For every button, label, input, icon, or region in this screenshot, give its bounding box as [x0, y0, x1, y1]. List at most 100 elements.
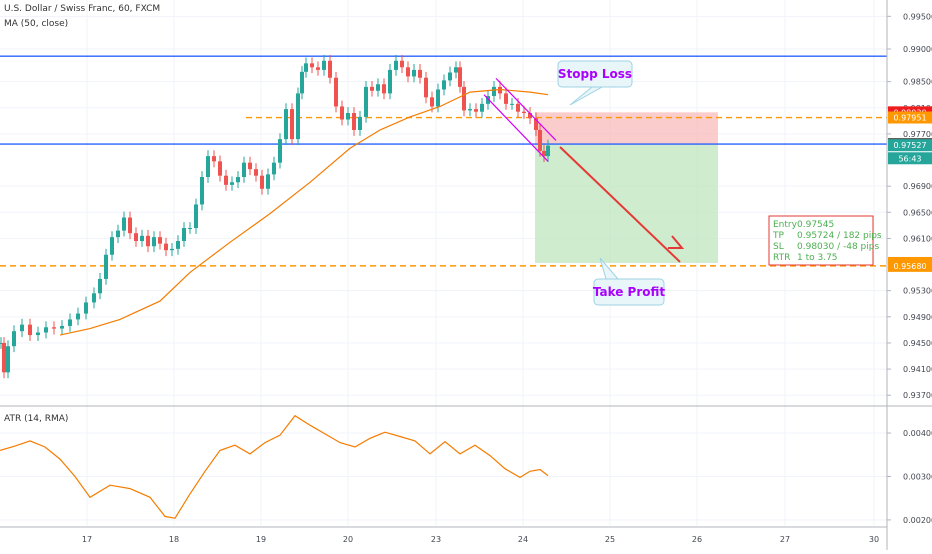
price-badge-label-6: 0.95680 — [893, 262, 926, 271]
time-tick-label-3: 20 — [343, 535, 353, 544]
info-rtr-value: 1 to 3.75 — [797, 253, 838, 263]
candle-body-36 — [230, 182, 234, 185]
time-tick-label-0: 17 — [82, 535, 92, 544]
candle-body-38 — [242, 162, 246, 178]
callouts: Stopp Loss Take Profit — [557, 60, 666, 306]
candle-body-66 — [406, 67, 410, 77]
candle-body-76 — [462, 86, 466, 111]
candle-body-85 — [516, 103, 520, 112]
candle-body-41 — [260, 175, 264, 189]
chart-title: U.S. Dollar / Swiss Franc, 60, FXCM — [4, 4, 161, 14]
time-tick-label-7: 26 — [692, 535, 702, 544]
candle-body-57 — [352, 113, 356, 130]
candle-body-68 — [418, 69, 422, 78]
candle-body-87 — [528, 113, 532, 119]
candle-body-12 — [84, 302, 88, 314]
candle-body-10 — [68, 319, 72, 326]
take-profit-zone — [535, 144, 718, 263]
take-profit-callout-pointer — [599, 257, 620, 280]
candle-body-6 — [36, 332, 40, 336]
candle-body-70 — [430, 97, 434, 107]
time-tick-label-9: 30 — [869, 535, 879, 544]
candle-body-84 — [510, 103, 514, 105]
atr-line-group — [0, 414, 549, 519]
take-profit-callout-box — [593, 278, 665, 306]
candle-body-88 — [534, 118, 538, 130]
candle-body-8 — [52, 327, 56, 329]
candle-body-78 — [474, 109, 478, 112]
price-badge-6 — [888, 259, 932, 272]
candle-body-25 — [164, 243, 168, 251]
info-rtr-key: RTR — [773, 253, 790, 263]
candle-body-77 — [468, 109, 472, 111]
candle-body-26 — [170, 248, 174, 251]
candle-body-51 — [316, 67, 320, 70]
candle-body-5 — [28, 324, 32, 336]
candle-body-30 — [194, 204, 198, 228]
time-axis[interactable]: 17 18 19 20 23 24 25 26 27 30 — [82, 535, 879, 544]
info-tp-key: TP — [772, 231, 784, 241]
candle-body-18 — [122, 217, 126, 231]
stop-loss-label: Stopp Loss — [558, 67, 632, 81]
candle-body-4 — [20, 324, 24, 332]
candle-body-58 — [358, 116, 362, 130]
candle-body-74 — [454, 67, 458, 73]
candle-body-3 — [12, 331, 16, 347]
candle-body-7 — [44, 327, 48, 333]
candle-body-16 — [110, 237, 114, 255]
info-sl-key: SL — [773, 242, 784, 252]
price-badge-label-1: 0.97951 — [893, 114, 926, 123]
horizontal-lines — [0, 55, 887, 267]
channel-lines — [483, 77, 557, 162]
info-entry-key: Entry — [773, 220, 798, 230]
candle-body-91 — [546, 145, 550, 157]
candle-body-40 — [254, 169, 258, 176]
price-badge-label-3: 0.97527 — [893, 141, 926, 150]
candle-body-44 — [278, 139, 282, 163]
candle-body-46 — [290, 109, 294, 140]
time-tick-label-2: 19 — [256, 535, 266, 544]
candle-body-0 — [0, 342, 3, 344]
time-tick-label-6: 25 — [605, 535, 615, 544]
info-tp-value: 0.95724 / 182 pips — [797, 231, 882, 241]
candle-body-11 — [76, 313, 80, 320]
candle-body-89 — [538, 129, 542, 151]
time-tick-label-8: 27 — [780, 535, 790, 544]
candle-body-14 — [98, 278, 102, 294]
candle-body-9 — [60, 325, 64, 329]
candle-body-43 — [272, 162, 276, 175]
candle-body-83 — [504, 93, 508, 104]
ma-line — [59, 88, 549, 336]
candle-body-22 — [146, 235, 150, 247]
candle-body-39 — [248, 162, 252, 170]
candle-body-27 — [176, 241, 180, 249]
trade-zones — [535, 112, 718, 263]
candle-body-2 — [6, 346, 10, 373]
candle-body-67 — [412, 69, 416, 77]
arrow-shaft — [559, 146, 681, 263]
candle-body-55 — [340, 106, 344, 120]
candle-body-53 — [328, 60, 332, 78]
candle-body-61 — [376, 84, 380, 91]
candle-body-19 — [128, 217, 132, 234]
candle-body-64 — [394, 60, 398, 70]
candle-body-49 — [304, 63, 308, 72]
candle-body-1 — [2, 342, 6, 373]
ma-indicator-label[interactable]: MA (50, close) — [4, 19, 69, 29]
atr-indicator-label[interactable]: ATR (14, RMA) — [4, 414, 69, 424]
candle-body-21 — [140, 235, 144, 242]
take-profit-label: Take Profit — [593, 285, 666, 299]
channel-lower — [483, 94, 549, 162]
stop-loss-callout-pointer — [569, 86, 604, 106]
price-badge-3 — [888, 139, 932, 152]
